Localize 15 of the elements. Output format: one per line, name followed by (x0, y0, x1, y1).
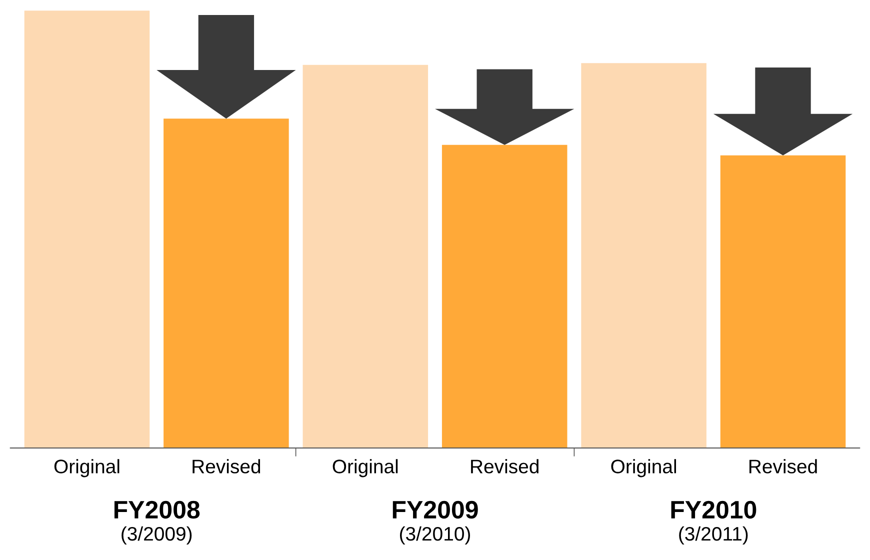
x-tick-label: Revised (471, 459, 538, 474)
x-tick-label: Revised (749, 459, 817, 474)
text: FY2009 (392, 500, 478, 519)
text: FY2008 (114, 500, 200, 519)
x-tick-label: Original (54, 459, 120, 478)
x-tick-label: Revised (192, 459, 260, 474)
text: FY2010 (671, 500, 756, 519)
x-tick-label: Original (611, 459, 676, 478)
text: (3/2011) (679, 526, 748, 545)
bar (302, 64, 428, 448)
bar (24, 10, 150, 448)
bar (581, 63, 706, 448)
x-tick-label: Original (332, 459, 398, 478)
text: (3/2009) (122, 526, 192, 545)
text: (3/2010) (400, 526, 470, 545)
